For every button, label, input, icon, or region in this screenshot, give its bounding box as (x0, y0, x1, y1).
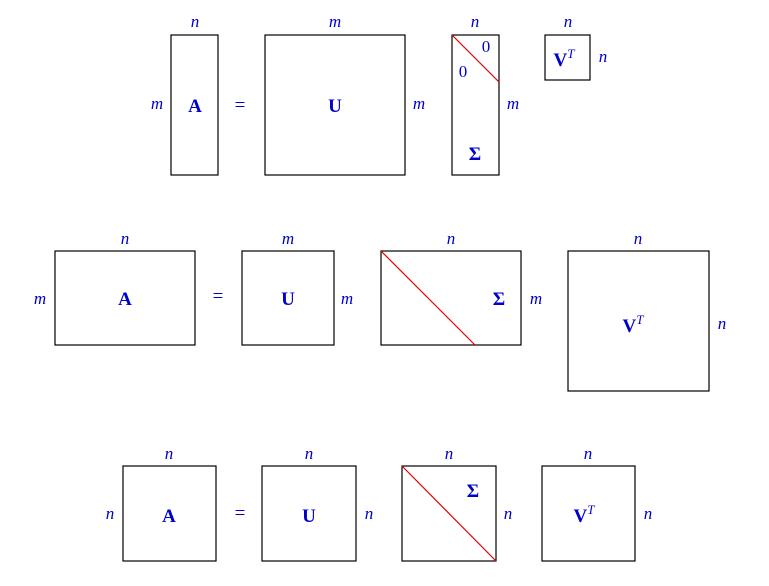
label-U: U (328, 96, 342, 117)
matrix-Sigma-box (401, 465, 497, 562)
equals-sign: = (235, 503, 246, 524)
label-U: U (302, 506, 316, 527)
sigma-diagonal (451, 34, 500, 83)
dim-top-U: m (329, 12, 341, 31)
dim-top-Sigma: n (445, 444, 454, 463)
dim-top-Sigma: n (471, 12, 480, 31)
dim-top-U: m (282, 229, 294, 248)
dim-top-VT: n (564, 12, 573, 31)
dim-top-U: n (305, 444, 314, 463)
dim-left-A: n (106, 504, 115, 523)
label-Sigma: Σ (467, 481, 479, 502)
sigma-diagonal (401, 465, 497, 562)
dim-right-VT: n (599, 47, 608, 66)
label-T: T (587, 502, 595, 517)
dim-right-Sigma: n (504, 504, 513, 523)
label-VT: VT (574, 502, 596, 527)
label-T: T (567, 46, 575, 61)
matrix-U-box (264, 34, 406, 176)
label-V: V (574, 506, 588, 527)
label-V: V (623, 316, 637, 337)
label-A: A (118, 289, 132, 310)
matrix-A-box (54, 250, 196, 346)
matrix-VT-box (544, 34, 591, 81)
label-VT: VT (623, 312, 645, 337)
dim-left-A: m (34, 289, 46, 308)
dim-top-A: n (165, 444, 174, 463)
label-Sigma: Σ (493, 289, 505, 310)
dim-right-U: m (341, 289, 353, 308)
row-square: n n A = n n U n n Σ n n VT (106, 444, 653, 562)
row-wide: n m A = m m U n m Σ n n VT (34, 229, 727, 392)
dim-top-VT: n (584, 444, 593, 463)
dim-right-Sigma: m (530, 289, 542, 308)
matrix-A-box (170, 34, 219, 176)
matrix-VT-box (567, 250, 710, 392)
zero-lower: 0 (459, 62, 468, 81)
dim-left-A: m (151, 94, 163, 113)
matrix-A-box (122, 465, 217, 562)
label-Sigma: Σ (469, 144, 481, 165)
dim-top-A: n (191, 12, 200, 31)
dim-right-VT: n (644, 504, 653, 523)
label-T: T (636, 312, 644, 327)
zero-upper: 0 (482, 37, 491, 56)
dim-right-U: m (413, 94, 425, 113)
label-VT: VT (554, 46, 576, 71)
label-A: A (162, 506, 176, 527)
dim-top-VT: n (634, 229, 643, 248)
dim-top-Sigma: n (447, 229, 456, 248)
matrix-U-box (241, 250, 335, 346)
dim-right-VT: n (718, 314, 727, 333)
matrix-Sigma-box (380, 250, 522, 346)
label-U: U (281, 289, 295, 310)
equals-sign: = (213, 286, 224, 307)
matrix-VT-box (541, 465, 636, 562)
label-A: A (188, 96, 202, 117)
matrix-Sigma-box (451, 34, 500, 176)
dim-right-Sigma: m (507, 94, 519, 113)
equals-sign: = (235, 95, 246, 116)
sigma-diagonal (380, 250, 476, 346)
row-tall: n m A = m m U n m 0 0 Σ n n VT (151, 12, 608, 176)
label-V: V (554, 50, 568, 71)
dim-right-U: n (365, 504, 374, 523)
dim-top-A: n (121, 229, 130, 248)
matrix-U-box (261, 465, 357, 562)
